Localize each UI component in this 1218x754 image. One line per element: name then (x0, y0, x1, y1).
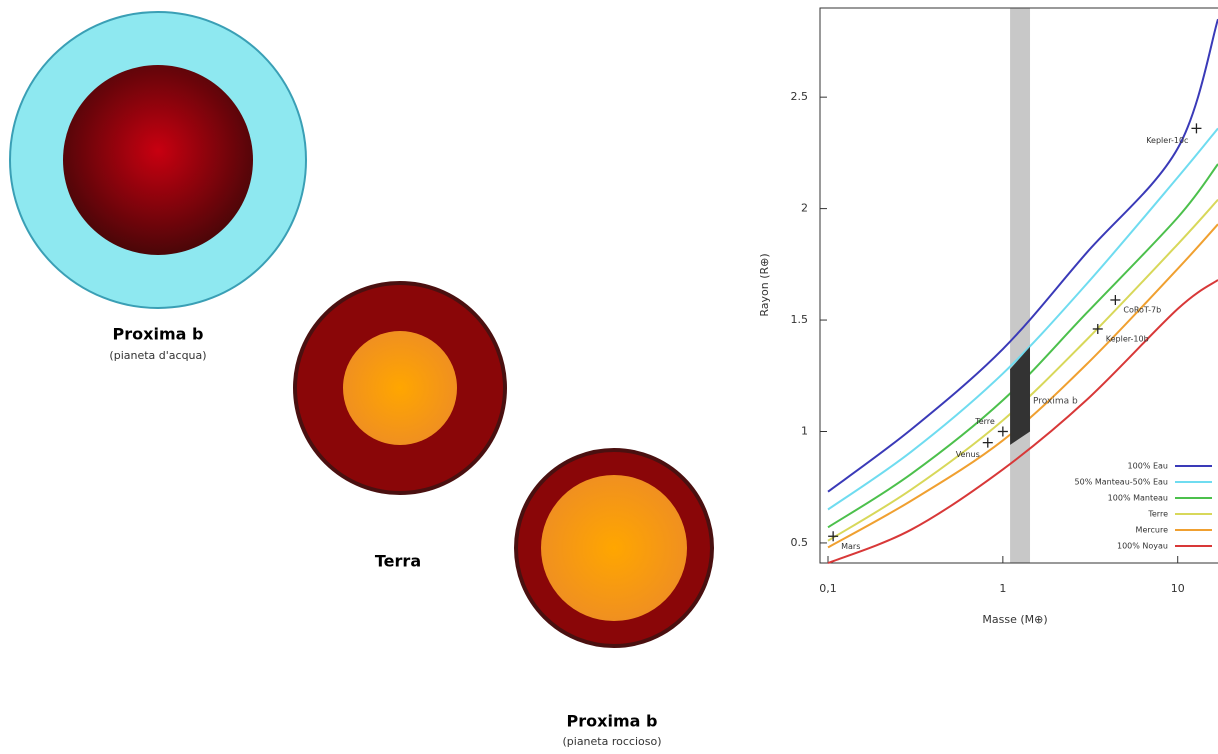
y-axis-label: Rayon (R⊕) (758, 253, 771, 316)
core (63, 65, 253, 255)
planet-point (1110, 295, 1120, 305)
y-tick-label: 0.5 (791, 536, 809, 549)
point-label: Venus (956, 450, 980, 459)
point-label: CoRoT-7b (1123, 305, 1161, 314)
planet-sublabel: (pianeta roccioso) (562, 735, 661, 748)
planet-label: Proxima b (567, 712, 658, 731)
point-label: Mars (841, 542, 860, 551)
y-tick-label: 2 (801, 202, 808, 215)
chart: Masse (M⊕) Rayon (R⊕) 0,1 1 10 0.5 1 1.5 2 2.5 P… (758, 8, 1218, 626)
core (343, 331, 457, 445)
planet-point (998, 426, 1008, 436)
legend-label: 100% Manteau (1108, 494, 1168, 503)
mass-band (1010, 8, 1030, 563)
planet-point (1191, 123, 1201, 133)
y-tick-label: 2.5 (791, 90, 809, 103)
legend-label: Mercure (1136, 526, 1169, 535)
y-tick-label: 1 (801, 424, 808, 437)
page: Proxima b (pianeta d'acqua) Terra Proxim… (0, 0, 1218, 754)
legend-label: Terre (1147, 510, 1168, 519)
x-tick-label: 0,1 (819, 582, 837, 595)
planet-point (983, 438, 993, 448)
point-label: Terre (974, 417, 995, 426)
core (541, 475, 687, 621)
y-tick-label: 1.5 (791, 313, 809, 326)
x-axis-label: Masse (M⊕) (982, 613, 1047, 626)
diagram: Proxima b (pianeta d'acqua) Terra Proxim… (10, 12, 712, 748)
legend-label: 100% Eau (1128, 462, 1168, 471)
legend-label: 50% Manteau-50% Eau (1075, 478, 1168, 487)
point-label: Kepler-10c (1146, 136, 1188, 145)
point-label: Kepler-10b (1106, 334, 1149, 343)
x-tick-label: 1 (999, 582, 1006, 595)
legend-label: 100% Noyau (1117, 542, 1168, 551)
x-tick-label: 10 (1171, 582, 1185, 595)
planet-sublabel: (pianeta d'acqua) (109, 349, 206, 362)
region-label: Proxima b (1033, 397, 1078, 407)
planet-label: Proxima b (113, 325, 204, 344)
planet-label: Terra (375, 552, 421, 571)
